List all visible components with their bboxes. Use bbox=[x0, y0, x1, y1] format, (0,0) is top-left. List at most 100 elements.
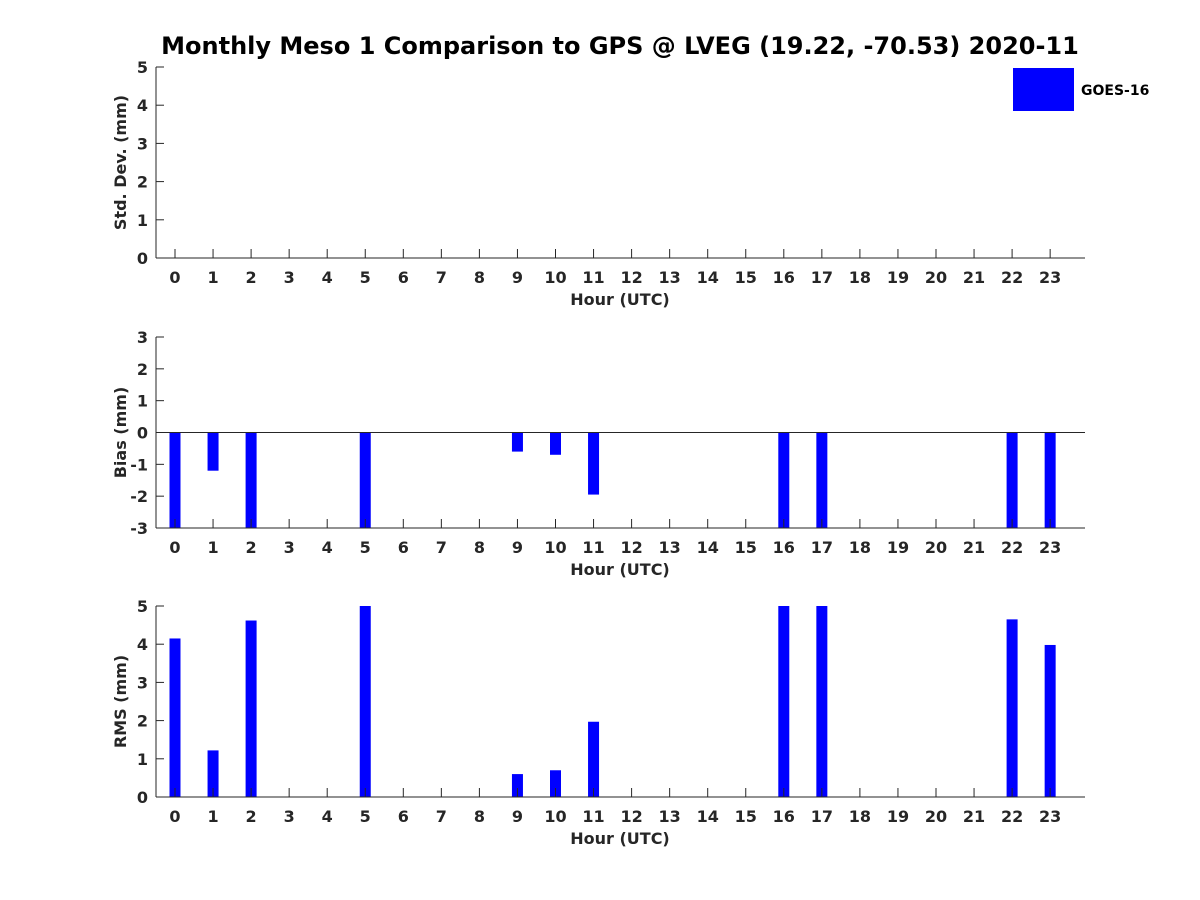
x-tick-label: 17 bbox=[811, 538, 833, 557]
x-tick-label: 2 bbox=[246, 268, 257, 287]
x-tick-label: 11 bbox=[582, 268, 604, 287]
legend-swatch bbox=[1013, 68, 1074, 111]
y-tick-label: -2 bbox=[130, 487, 148, 506]
rms-bar bbox=[588, 721, 600, 797]
x-tick-label: 22 bbox=[1001, 538, 1023, 557]
x-tick-label: 15 bbox=[735, 268, 757, 287]
x-tick-label: 0 bbox=[169, 268, 180, 287]
y-tick-label: 2 bbox=[137, 173, 148, 192]
x-tick-label: 3 bbox=[284, 538, 295, 557]
x-tick-label: 5 bbox=[360, 807, 371, 826]
rms-bar bbox=[511, 774, 523, 797]
x-tick-label: 22 bbox=[1001, 268, 1023, 287]
y-tick-label: 0 bbox=[137, 424, 148, 443]
x-tick-label: 13 bbox=[659, 807, 681, 826]
legend-label: GOES-16 bbox=[1081, 83, 1149, 99]
y-axis-label: Bias (mm) bbox=[111, 387, 130, 479]
x-tick-label: 16 bbox=[773, 538, 795, 557]
x-tick-label: 9 bbox=[512, 268, 523, 287]
x-tick-label: 1 bbox=[207, 538, 218, 557]
x-axis-label: Hour (UTC) bbox=[570, 560, 670, 579]
rms-bar bbox=[778, 606, 790, 797]
x-tick-label: 16 bbox=[773, 268, 795, 287]
x-tick-label: 0 bbox=[169, 807, 180, 826]
x-tick-label: 18 bbox=[849, 268, 871, 287]
y-tick-label: -1 bbox=[130, 455, 148, 474]
legend: GOES-16 bbox=[1013, 68, 1149, 111]
x-tick-label: 11 bbox=[582, 807, 604, 826]
y-tick-label: 2 bbox=[137, 360, 148, 379]
y-tick-label: 0 bbox=[137, 788, 148, 807]
bias-bar bbox=[1006, 432, 1018, 528]
y-tick-label: 5 bbox=[137, 58, 148, 77]
x-axis-label: Hour (UTC) bbox=[570, 290, 670, 309]
x-tick-label: 1 bbox=[207, 268, 218, 287]
x-tick-label: 20 bbox=[925, 538, 947, 557]
y-tick-label: 0 bbox=[137, 249, 148, 268]
x-tick-label: 23 bbox=[1039, 807, 1061, 826]
x-tick-label: 0 bbox=[169, 538, 180, 557]
x-tick-label: 17 bbox=[811, 268, 833, 287]
rms-bar bbox=[816, 606, 828, 797]
x-tick-label: 12 bbox=[620, 807, 642, 826]
rms-bar bbox=[359, 606, 371, 797]
x-tick-label: 8 bbox=[474, 538, 485, 557]
bias-bar bbox=[550, 432, 561, 455]
y-tick-label: -3 bbox=[130, 519, 148, 538]
x-tick-label: 2 bbox=[246, 538, 257, 557]
x-tick-label: 14 bbox=[697, 538, 719, 557]
x-tick-label: 5 bbox=[360, 268, 371, 287]
y-tick-label: 1 bbox=[137, 211, 148, 230]
bias-bar bbox=[359, 432, 371, 528]
x-tick-label: 21 bbox=[963, 268, 985, 287]
x-tick-label: 10 bbox=[544, 807, 566, 826]
x-tick-label: 22 bbox=[1001, 807, 1023, 826]
y-axis-label: Std. Dev. (mm) bbox=[111, 95, 130, 230]
x-tick-label: 19 bbox=[887, 807, 909, 826]
x-tick-label: 15 bbox=[735, 807, 757, 826]
chart-title: Monthly Meso 1 Comparison to GPS @ LVEG … bbox=[161, 32, 1079, 60]
x-tick-label: 8 bbox=[474, 268, 485, 287]
x-tick-label: 5 bbox=[360, 538, 371, 557]
x-tick-label: 12 bbox=[620, 268, 642, 287]
x-tick-label: 7 bbox=[436, 538, 447, 557]
x-tick-label: 12 bbox=[620, 538, 642, 557]
x-tick-label: 4 bbox=[322, 807, 333, 826]
y-tick-label: 5 bbox=[137, 597, 148, 616]
bias-bar bbox=[588, 432, 600, 495]
x-tick-label: 16 bbox=[773, 807, 795, 826]
x-tick-label: 17 bbox=[811, 807, 833, 826]
x-tick-label: 23 bbox=[1039, 538, 1061, 557]
y-tick-label: 3 bbox=[137, 328, 148, 347]
x-tick-label: 7 bbox=[436, 807, 447, 826]
x-tick-label: 9 bbox=[512, 807, 523, 826]
x-tick-label: 18 bbox=[849, 538, 871, 557]
y-tick-label: 3 bbox=[137, 134, 148, 153]
bias-bar bbox=[207, 432, 219, 471]
y-tick-label: 1 bbox=[137, 750, 148, 769]
y-tick-label: 4 bbox=[137, 635, 148, 654]
rms-bar bbox=[1044, 644, 1056, 797]
bias-bar bbox=[511, 432, 523, 452]
rms-bar bbox=[1006, 619, 1018, 797]
x-tick-label: 4 bbox=[322, 538, 333, 557]
x-tick-label: 20 bbox=[925, 268, 947, 287]
x-tick-label: 19 bbox=[887, 268, 909, 287]
y-tick-label: 2 bbox=[137, 712, 148, 731]
x-tick-label: 15 bbox=[735, 538, 757, 557]
x-tick-label: 18 bbox=[849, 807, 871, 826]
x-tick-label: 8 bbox=[474, 807, 485, 826]
y-axis-label: RMS (mm) bbox=[111, 655, 130, 748]
x-axis-label: Hour (UTC) bbox=[570, 829, 670, 848]
rms-bar bbox=[550, 770, 561, 797]
x-tick-label: 21 bbox=[963, 538, 985, 557]
x-tick-label: 20 bbox=[925, 807, 947, 826]
x-tick-label: 21 bbox=[963, 807, 985, 826]
bias-bar bbox=[1044, 432, 1056, 528]
x-tick-label: 10 bbox=[544, 268, 566, 287]
x-tick-label: 14 bbox=[697, 807, 719, 826]
